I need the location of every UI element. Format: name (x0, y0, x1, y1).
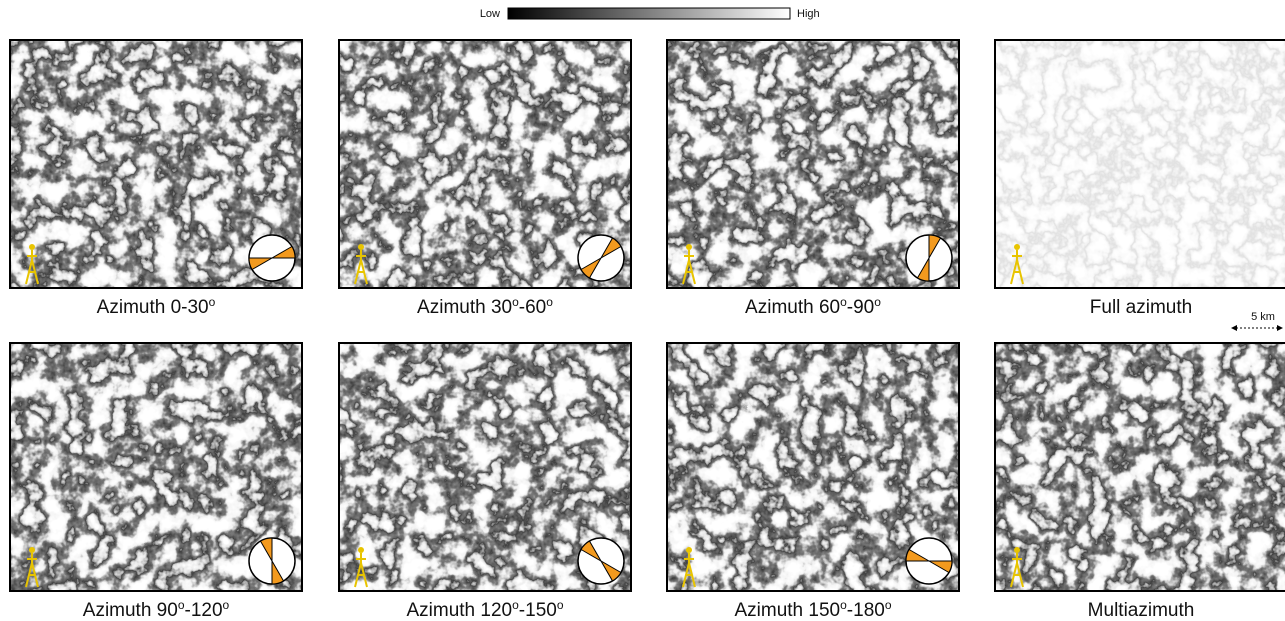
caption: Azimuth 120o-150o (406, 598, 563, 621)
caption-text: -180 (847, 600, 885, 621)
caption-superscript: o (546, 295, 553, 309)
caption: Azimuth 60o-90o (745, 295, 881, 318)
seismic-image (995, 40, 1285, 288)
well-icon-head (358, 547, 364, 553)
caption: Full azimuth (1090, 297, 1192, 318)
scale-label: 5 km (1251, 311, 1275, 323)
colorbar (508, 8, 790, 19)
caption-text: Multiazimuth (1088, 600, 1195, 621)
caption-text: Azimuth 150 (734, 600, 840, 621)
caption-text: -60 (519, 297, 546, 318)
caption-text: -90 (847, 297, 874, 318)
caption-superscript: o (557, 598, 564, 612)
caption: Azimuth 150o-180o (734, 598, 891, 621)
colorbar-high: High (797, 8, 820, 20)
well-icon-head (358, 244, 364, 250)
well-icon-head (29, 244, 35, 250)
well-icon-head (1014, 547, 1020, 553)
caption-superscript: o (209, 295, 216, 309)
caption-superscript: o (874, 295, 881, 309)
seismic-image (995, 343, 1285, 591)
caption: Azimuth 90o-120o (83, 598, 230, 621)
caption-text: Azimuth 90 (83, 600, 178, 621)
well-icon-head (686, 547, 692, 553)
caption-text: -150 (519, 600, 557, 621)
caption-text: Azimuth 60 (745, 297, 840, 318)
well-icon-head (1014, 244, 1020, 250)
caption-superscript: o (885, 598, 892, 612)
well-icon-head (29, 547, 35, 553)
colorbar-low: Low (480, 8, 500, 20)
caption-text: Azimuth 120 (406, 600, 512, 621)
caption-text: Full azimuth (1090, 297, 1192, 318)
caption-superscript: o (223, 598, 230, 612)
caption-text: Azimuth 30 (417, 297, 512, 318)
well-icon-head (686, 244, 692, 250)
caption: Multiazimuth (1088, 600, 1195, 621)
caption-text: Azimuth 0-30 (97, 297, 209, 318)
caption: Azimuth 0-30o (97, 295, 216, 318)
caption: Azimuth 30o-60o (417, 295, 553, 318)
caption-text: -120 (185, 600, 223, 621)
figure: Low High 5 km Azimuth 0-30oAzimuth 30o-6… (0, 0, 1285, 621)
